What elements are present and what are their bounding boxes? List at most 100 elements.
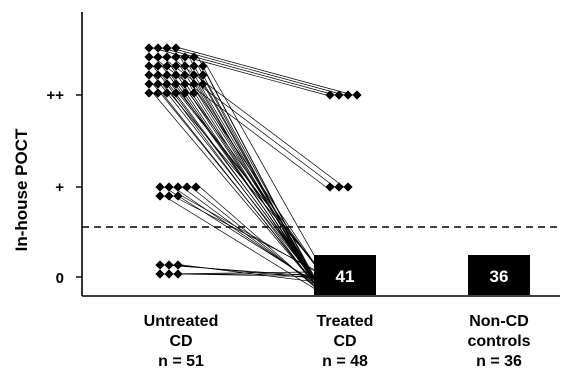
point-untreated-level0-1 [164, 260, 174, 270]
point-untreated-level2-25 [153, 79, 163, 89]
point-untreated-level2-29 [189, 79, 199, 89]
point-untreated-level0-2 [173, 260, 183, 270]
point-untreated-level2-26 [162, 79, 172, 89]
point-untreated-level1-5 [155, 191, 165, 201]
point-untreated-level2-22 [189, 70, 199, 80]
point-untreated-level2-13 [171, 61, 181, 71]
transition-line-2-9 [206, 65, 324, 273]
transition-line-2-24 [152, 92, 317, 287]
transition-line-3-7 [181, 195, 321, 275]
point-untreated-level2-35 [180, 88, 190, 98]
point-untreated-level2-11 [153, 61, 163, 71]
y-tick-label-1: + [55, 179, 64, 196]
point-treated-level2-0 [325, 90, 335, 100]
point-untreated-level2-21 [180, 70, 190, 80]
point-untreated-level1-1 [164, 182, 174, 192]
transition-line-2-25 [161, 92, 318, 289]
count-box-controls [468, 255, 530, 295]
point-untreated-level2-0 [144, 43, 154, 53]
transition-line-2-22 [197, 83, 314, 282]
point-untreated-level1-3 [182, 182, 192, 192]
category-label-untreated-line1: Untreated [144, 313, 219, 330]
category-label-treated-line1: Treated [317, 313, 374, 330]
transition-line-2-28 [188, 92, 323, 275]
transition-line-3-6 [172, 195, 320, 273]
transition-line-2-16 [206, 74, 320, 289]
transition-line-2-18 [161, 83, 323, 273]
point-untreated-level2-27 [171, 79, 181, 89]
point-untreated-level1-7 [173, 191, 183, 201]
point-untreated-level2-6 [162, 52, 172, 62]
category-label-controls-line1: Non-CD [469, 313, 529, 330]
point-untreated-level0-5 [173, 269, 183, 279]
transition-line-0-1 [161, 47, 336, 96]
point-treated-level1-2 [343, 182, 353, 192]
point-untreated-level2-12 [162, 61, 172, 71]
category-label-untreated-line2: CD [169, 333, 192, 350]
transition-line-3-4 [199, 186, 317, 289]
transition-line-1-0 [152, 56, 327, 188]
point-untreated-level2-15 [189, 61, 199, 71]
transition-line-2-20 [179, 83, 311, 277]
count-box-treated-label: 41 [336, 267, 355, 286]
point-untreated-level2-24 [144, 79, 154, 89]
point-untreated-level2-20 [171, 70, 181, 80]
transition-line-4-3 [163, 271, 311, 275]
transition-line-4-0 [163, 264, 323, 277]
transition-line-2-11 [161, 74, 312, 277]
point-untreated-level2-8 [180, 52, 190, 62]
category-label-treated-line2: CD [333, 333, 356, 350]
point-untreated-level2-14 [180, 61, 190, 71]
point-untreated-level2-30 [198, 79, 208, 89]
category-label-untreated-n: n = 51 [158, 353, 204, 370]
point-untreated-level1-6 [164, 191, 174, 201]
point-untreated-level2-33 [162, 88, 172, 98]
data-points [144, 43, 362, 279]
transition-line-2-10 [152, 74, 311, 275]
transition-line-2-29 [197, 92, 324, 277]
point-treated-level1-1 [334, 182, 344, 192]
point-untreated-level2-17 [144, 70, 154, 80]
point-untreated-level2-36 [189, 88, 199, 98]
transition-line-0-2 [170, 47, 345, 96]
point-untreated-level2-2 [162, 43, 172, 53]
point-untreated-level2-16 [198, 61, 208, 71]
transition-line-2-26 [170, 92, 320, 291]
transition-line-2-27 [179, 92, 321, 273]
transition-line-2-8 [197, 65, 323, 291]
transition-line-4-5 [181, 273, 314, 277]
point-untreated-level0-0 [155, 260, 165, 270]
point-untreated-level0-3 [155, 269, 165, 279]
point-untreated-level2-4 [144, 52, 154, 62]
point-treated-level2-3 [352, 90, 362, 100]
point-untreated-level2-19 [162, 70, 172, 80]
transition-line-2-12 [170, 74, 314, 280]
y-tick-label-2: ++ [46, 87, 64, 104]
point-untreated-level1-0 [155, 182, 165, 192]
point-untreated-level2-32 [153, 88, 163, 98]
transition-line-2-21 [188, 83, 312, 280]
transition-lines [152, 47, 354, 291]
y-tick-label-0: 0 [56, 270, 64, 287]
transition-line-0-0 [152, 47, 327, 96]
count-box-controls-label: 36 [490, 267, 509, 286]
point-treated-level2-1 [334, 90, 344, 100]
transition-line-2-13 [179, 74, 315, 282]
point-treated-level1-0 [325, 182, 335, 192]
point-untreated-level2-10 [144, 61, 154, 71]
point-untreated-level2-18 [153, 70, 163, 80]
point-untreated-level2-28 [180, 79, 190, 89]
point-untreated-level2-9 [189, 52, 199, 62]
point-untreated-level0-4 [164, 269, 174, 279]
point-untreated-level2-1 [153, 43, 163, 53]
category-label-controls-n: n = 36 [476, 353, 522, 370]
y-axis-title: In-house POCT [12, 128, 31, 251]
point-untreated-level2-5 [153, 52, 163, 62]
point-untreated-level2-7 [171, 52, 181, 62]
count-box-treated [314, 255, 376, 295]
point-untreated-level2-3 [171, 43, 181, 53]
category-label-controls-line2: controls [467, 333, 530, 350]
point-untreated-level2-23 [198, 70, 208, 80]
transition-line-2-7 [188, 65, 321, 289]
